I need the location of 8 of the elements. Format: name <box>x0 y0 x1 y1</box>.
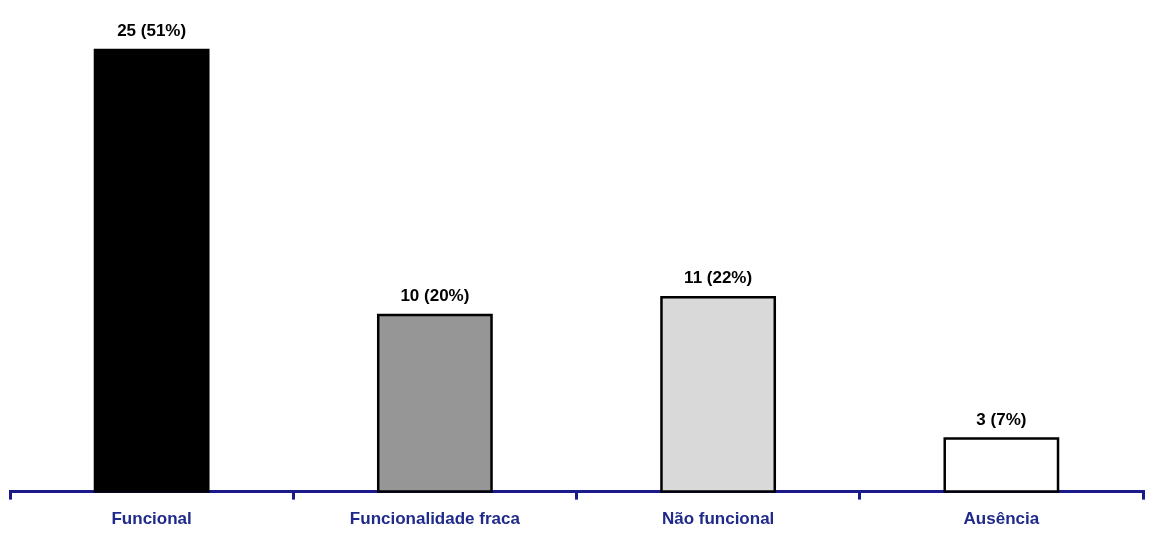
x-tick-label: Não funcional <box>661 509 775 529</box>
x-tick-label: Funcional <box>111 509 192 529</box>
x-tick-label: Funcionalidade fraca <box>349 509 521 529</box>
data-label: 10 (20%) <box>400 286 470 306</box>
data-label: 3 (7%) <box>976 409 1027 429</box>
data-label: 25 (51%) <box>117 21 187 41</box>
x-tick-label: Ausência <box>963 509 1040 529</box>
data-label: 11 (22%) <box>684 268 753 288</box>
